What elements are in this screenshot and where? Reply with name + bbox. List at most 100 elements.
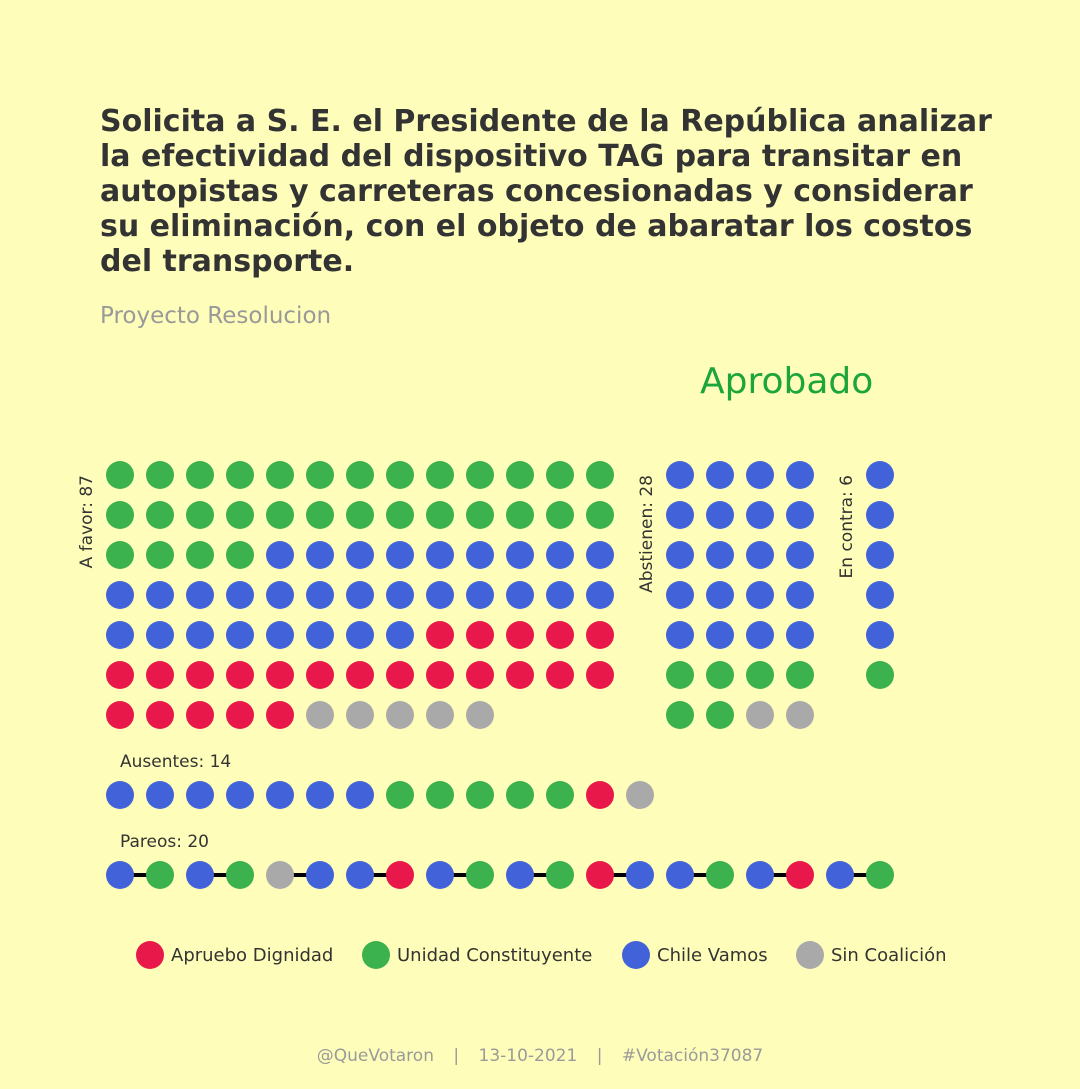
pareo-dot <box>826 861 854 889</box>
ausente-dot <box>186 781 214 809</box>
legend-swatch <box>796 941 824 969</box>
vote-dot <box>746 461 774 489</box>
vote-dot <box>786 461 814 489</box>
vote-dot <box>506 541 534 569</box>
vote-dot <box>106 661 134 689</box>
vote-dot <box>666 701 694 729</box>
footer-separator: | <box>453 1046 460 1066</box>
vote-dot <box>426 461 454 489</box>
pareo-dot <box>786 861 814 889</box>
vote-dot <box>346 661 374 689</box>
pareo-dot <box>186 861 214 889</box>
group-label: Abstienen: 28 <box>637 475 657 593</box>
vote-group: Abstienen: 28 <box>637 461 814 729</box>
legend-label: Sin Coalición <box>831 945 947 966</box>
ausente-dot <box>586 781 614 809</box>
footer-date: 13-10-2021 <box>478 1046 578 1066</box>
ausente-dot <box>146 781 174 809</box>
pareo-dot <box>266 861 294 889</box>
vote-dot <box>266 581 294 609</box>
vote-dot <box>266 461 294 489</box>
vote-dot <box>386 541 414 569</box>
vote-dot <box>226 501 254 529</box>
vote-dot <box>866 581 894 609</box>
vote-dot <box>226 621 254 649</box>
vote-dot <box>746 661 774 689</box>
vote-dot <box>186 541 214 569</box>
vote-dot <box>746 701 774 729</box>
ausentes-label: Ausentes: 14 <box>120 752 231 772</box>
vote-dot <box>146 581 174 609</box>
vote-dot <box>346 501 374 529</box>
vote-dot <box>586 581 614 609</box>
pareos-label: Pareos: 20 <box>120 832 209 852</box>
pareo-dot <box>466 861 494 889</box>
vote-dot <box>666 621 694 649</box>
legend-item: Sin Coalición <box>796 941 947 969</box>
vote-dot <box>186 701 214 729</box>
vote-dot <box>106 541 134 569</box>
vote-dot <box>866 501 894 529</box>
legend-swatch <box>136 941 164 969</box>
vote-dot <box>146 621 174 649</box>
vote-waffle-chart: A favor: 87 Abstienen: 28 En contra: 6 Aus… <box>77 461 947 969</box>
pareo-dot <box>226 861 254 889</box>
vote-dot <box>746 621 774 649</box>
pareo-dot <box>746 861 774 889</box>
vote-dot <box>266 701 294 729</box>
ausente-dot <box>106 781 134 809</box>
vote-dot <box>386 501 414 529</box>
vote-dot <box>466 661 494 689</box>
legend: Apruebo Dignidad Unidad Constituyente Chil… <box>136 941 947 969</box>
vote-dot <box>786 581 814 609</box>
vote-dot <box>466 621 494 649</box>
vote-dot <box>226 581 254 609</box>
vote-dot <box>666 461 694 489</box>
vote-dot <box>386 701 414 729</box>
legend-item: Unidad Constituyente <box>362 941 592 969</box>
vote-dot <box>866 461 894 489</box>
vote-dot <box>266 661 294 689</box>
footer-separator: | <box>596 1046 603 1066</box>
pareo-dot <box>386 861 414 889</box>
vote-dot <box>586 541 614 569</box>
vote-dot <box>186 661 214 689</box>
vote-dot <box>386 461 414 489</box>
vote-dot <box>146 661 174 689</box>
vote-dot <box>786 701 814 729</box>
vote-dot <box>146 541 174 569</box>
vote-dot <box>706 541 734 569</box>
vote-dot <box>586 621 614 649</box>
vote-dot <box>666 581 694 609</box>
vote-dot <box>146 701 174 729</box>
vote-dot <box>266 501 294 529</box>
group-label: En contra: 6 <box>837 475 857 578</box>
vote-dot <box>466 581 494 609</box>
vote-dot <box>706 621 734 649</box>
ausente-dot <box>466 781 494 809</box>
vote-dot <box>146 501 174 529</box>
vote-dot <box>226 661 254 689</box>
vote-dot <box>466 501 494 529</box>
vote-dot <box>346 701 374 729</box>
vote-groups: A favor: 87 Abstienen: 28 En contra: 6 <box>77 461 894 729</box>
vote-dot <box>226 461 254 489</box>
footer-handle: @QueVotaron <box>316 1046 434 1066</box>
vote-dot <box>466 541 494 569</box>
legend-item: Chile Vamos <box>622 941 768 969</box>
vote-dot <box>106 621 134 649</box>
vote-dot <box>346 461 374 489</box>
vote-dot <box>466 461 494 489</box>
pareo-dot <box>626 861 654 889</box>
vote-dot <box>746 581 774 609</box>
vote-dot <box>186 501 214 529</box>
chart-subtitle: Proyecto Resolucion <box>100 303 332 329</box>
pareo-dot <box>546 861 574 889</box>
vote-dot <box>546 621 574 649</box>
ausente-dot <box>546 781 574 809</box>
group-label: A favor: 87 <box>77 475 97 568</box>
vote-dot <box>226 541 254 569</box>
chart-title: Solicita a S. E. el Presidente de la Rep… <box>100 104 992 279</box>
vote-dot <box>546 661 574 689</box>
vote-dot <box>186 461 214 489</box>
